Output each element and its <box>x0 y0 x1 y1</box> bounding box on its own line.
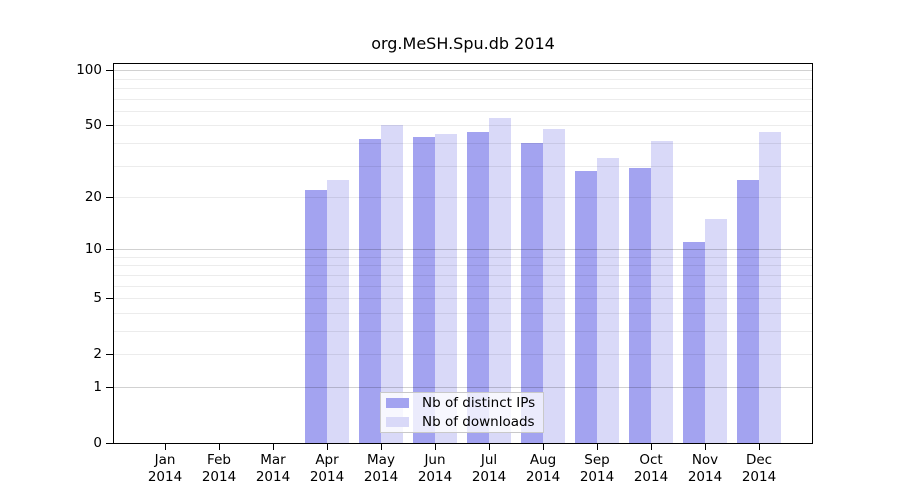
bar-nb-of-downloads-jun <box>434 133 457 443</box>
y-tick-label: 5 <box>93 290 102 306</box>
x-tick <box>759 444 760 450</box>
gridline-minor <box>114 313 812 314</box>
bar-nb-of-distinct-ips-sep <box>574 171 597 443</box>
bar-nb-of-downloads-jul <box>488 117 511 443</box>
y-tick-label: 10 <box>84 241 102 257</box>
y-tick-label: 1 <box>93 379 102 395</box>
x-tick-label: Dec 2014 <box>741 452 777 485</box>
gridline-minor <box>114 111 812 112</box>
gridline-major <box>114 249 812 250</box>
bar-nb-of-downloads-sep <box>596 158 619 443</box>
bar-nb-of-downloads-aug <box>542 128 565 443</box>
gridline-minor <box>114 125 812 126</box>
bar-nb-of-distinct-ips-nov <box>682 242 705 443</box>
y-tick <box>106 443 113 444</box>
x-tick <box>381 444 382 450</box>
gridline-minor <box>114 331 812 332</box>
legend-swatch-distinct-ips <box>386 397 409 408</box>
gridline-minor <box>114 99 812 100</box>
gridline-minor <box>114 286 812 287</box>
gridline-minor <box>114 257 812 258</box>
gridline-minor <box>114 79 812 80</box>
x-tick <box>705 444 706 450</box>
x-tick-label: Feb 2014 <box>201 452 237 485</box>
bar-nb-of-distinct-ips-oct <box>628 168 651 443</box>
plot-area <box>113 63 813 444</box>
bar-nb-of-downloads-may <box>380 125 403 443</box>
gridline-minor <box>114 275 812 276</box>
x-tick <box>543 444 544 450</box>
legend-label-distinct-ips: Nb of distinct IPs <box>422 394 536 411</box>
x-tick <box>435 444 436 450</box>
x-tick <box>327 444 328 450</box>
x-tick-label: Sep 2014 <box>579 452 615 485</box>
gridline-minor <box>114 197 812 198</box>
bar-nb-of-downloads-dec <box>758 132 781 443</box>
y-tick-label: 20 <box>84 189 102 205</box>
x-tick <box>489 444 490 450</box>
bar-nb-of-downloads-apr <box>326 179 349 443</box>
gridline-minor <box>114 88 812 89</box>
y-tick-label: 50 <box>84 117 102 133</box>
x-tick-label: Nov 2014 <box>687 452 723 485</box>
x-tick <box>165 444 166 450</box>
gridline-minor <box>114 265 812 266</box>
gridline-minor <box>114 298 812 299</box>
x-tick <box>597 444 598 450</box>
x-tick-label: Apr 2014 <box>309 452 345 485</box>
bar-nb-of-distinct-ips-jun <box>412 137 435 443</box>
bar-nb-of-distinct-ips-dec <box>736 179 759 443</box>
bar-nb-of-downloads-oct <box>650 141 673 443</box>
bar-nb-of-distinct-ips-jul <box>466 132 489 443</box>
gridline-minor <box>114 166 812 167</box>
y-tick <box>106 298 113 299</box>
y-tick <box>106 197 113 198</box>
x-tick-label: Jun 2014 <box>417 452 453 485</box>
x-tick <box>219 444 220 450</box>
legend-entry-downloads: Nb of downloads <box>386 413 543 433</box>
legend-swatch-downloads <box>386 417 409 428</box>
y-tick <box>106 70 113 71</box>
x-tick <box>651 444 652 450</box>
y-tick <box>106 125 113 126</box>
x-tick-label: May 2014 <box>363 452 399 485</box>
legend-label-downloads: Nb of downloads <box>422 414 535 431</box>
bar-nb-of-distinct-ips-may <box>358 139 381 443</box>
gridline-major <box>114 387 812 388</box>
legend: Nb of distinct IPs Nb of downloads <box>380 392 544 433</box>
bar-nb-of-distinct-ips-aug <box>520 143 543 443</box>
x-tick-label: Jan 2014 <box>147 452 183 485</box>
y-tick-label: 0 <box>93 435 102 451</box>
x-tick-label: Jul 2014 <box>471 452 507 485</box>
x-tick-label: Aug 2014 <box>525 452 561 485</box>
gridline-major <box>114 70 812 71</box>
gridline-minor <box>114 354 812 355</box>
y-tick-label: 100 <box>76 62 102 78</box>
x-tick-label: Mar 2014 <box>255 452 291 485</box>
bar-nb-of-downloads-nov <box>704 218 727 443</box>
y-tick <box>106 387 113 388</box>
x-tick-label: Oct 2014 <box>633 452 669 485</box>
bar-nb-of-distinct-ips-apr <box>304 189 327 443</box>
y-tick <box>106 354 113 355</box>
y-tick-label: 2 <box>93 346 102 362</box>
x-tick <box>273 444 274 450</box>
chart-title: org.MeSH.Spu.db 2014 <box>371 34 555 53</box>
y-tick <box>106 249 113 250</box>
gridline-minor <box>114 143 812 144</box>
legend-entry-distinct-ips: Nb of distinct IPs <box>386 393 543 413</box>
